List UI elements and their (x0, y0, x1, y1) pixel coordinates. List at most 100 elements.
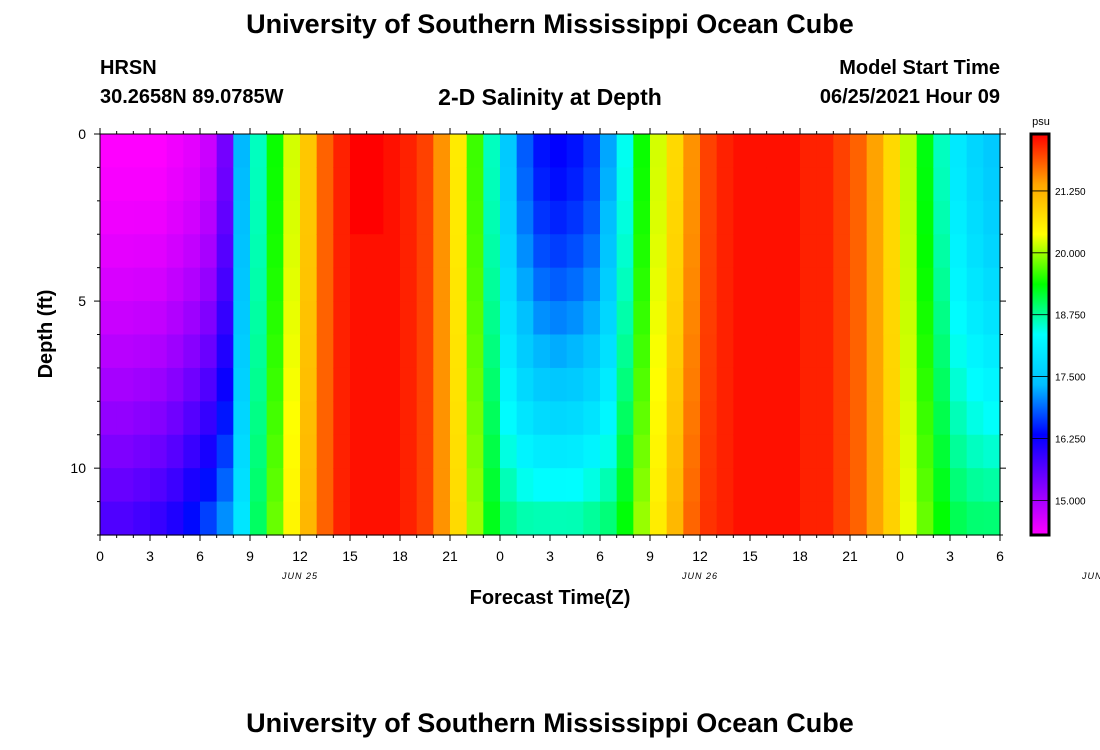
heatmap-cell (816, 167, 834, 202)
heatmap-cell (483, 434, 501, 469)
heatmap-cell (166, 200, 184, 235)
heatmap-cell (250, 134, 268, 169)
heatmap-cell (750, 434, 768, 469)
heatmap-cell (100, 234, 118, 269)
heatmap-cell (783, 367, 801, 402)
heatmap-cell (533, 167, 551, 202)
heatmap-cell (333, 334, 351, 369)
heatmap-cell (900, 200, 918, 235)
heatmap-cell (366, 501, 384, 536)
heatmap-cell (533, 468, 551, 503)
heatmap-cell (816, 301, 834, 336)
heatmap-cell (883, 334, 901, 369)
heatmap-cell (200, 334, 218, 369)
heatmap-cell (283, 301, 301, 336)
heatmap-cell (783, 134, 801, 169)
heatmap-cell (966, 134, 984, 169)
heatmap-cell (850, 367, 868, 402)
heatmap-cell (433, 401, 451, 436)
heatmap-cell (366, 334, 384, 369)
heatmap-cell (166, 234, 184, 269)
heatmap-cell (500, 267, 518, 302)
heatmap-cell (483, 334, 501, 369)
heatmap-cell (966, 434, 984, 469)
heatmap-cell (500, 200, 518, 235)
x-tick-label: 3 (546, 548, 554, 564)
heatmap-cell (466, 167, 484, 202)
heatmap-cell (900, 401, 918, 436)
heatmap-cell (516, 468, 534, 503)
heatmap-cell (200, 434, 218, 469)
heatmap-cell (383, 200, 401, 235)
heatmap-cell (466, 200, 484, 235)
heatmap-cell (966, 401, 984, 436)
heatmap-cell (233, 200, 251, 235)
heatmap-cell (433, 267, 451, 302)
heatmap-cell (416, 401, 434, 436)
heatmap-cell (433, 334, 451, 369)
heatmap-cell (716, 234, 734, 269)
heatmap-cell (850, 334, 868, 369)
heatmap-cell (900, 234, 918, 269)
heatmap-cell (416, 468, 434, 503)
heatmap-cell (116, 401, 134, 436)
heatmap-cell (650, 301, 668, 336)
heatmap-cell (650, 200, 668, 235)
colorbar-tick-label: 15.000 (1055, 496, 1086, 507)
heatmap-cell (466, 468, 484, 503)
heatmap-cell (333, 301, 351, 336)
heatmap-cell (150, 134, 168, 169)
heatmap-cell (733, 267, 751, 302)
heatmap-cell (133, 301, 151, 336)
heatmap-cell (116, 367, 134, 402)
x-tick-label: 15 (342, 548, 358, 564)
heatmap-cell (700, 301, 718, 336)
heatmap-cell (983, 401, 1001, 436)
heatmap-cell (466, 501, 484, 536)
heatmap-cell (983, 267, 1001, 302)
heatmap-cell (333, 367, 351, 402)
heatmap-cell (483, 234, 501, 269)
heatmap-cell (950, 468, 968, 503)
heatmap-cell (833, 301, 851, 336)
heatmap-cell (583, 334, 601, 369)
heatmap-cell (550, 468, 568, 503)
heatmap-cell (933, 167, 951, 202)
heatmap-cell (533, 200, 551, 235)
heatmap-cell (400, 468, 418, 503)
heatmap-cell (866, 167, 884, 202)
heatmap-cell (400, 200, 418, 235)
heatmap-cell (716, 468, 734, 503)
heatmap-cell (466, 134, 484, 169)
heatmap-cell (350, 267, 368, 302)
heatmap-cell (400, 367, 418, 402)
heatmap-cell (516, 334, 534, 369)
heatmap-cell (833, 367, 851, 402)
heatmap-cell (216, 434, 234, 469)
heatmap-cell (733, 234, 751, 269)
heatmap-cell (916, 468, 934, 503)
heatmap-cell (483, 468, 501, 503)
heatmap-cell (750, 367, 768, 402)
heatmap-cell (950, 134, 968, 169)
heatmap-cell (750, 301, 768, 336)
x-tick-label: 0 (96, 548, 104, 564)
heatmap-cell (116, 334, 134, 369)
heatmap-cell (283, 167, 301, 202)
heatmap-cell (333, 234, 351, 269)
x-tick-label: 6 (596, 548, 604, 564)
heatmap-cell (366, 267, 384, 302)
heatmap-cell (650, 468, 668, 503)
heatmap-cell (716, 434, 734, 469)
heatmap-cell (683, 267, 701, 302)
heatmap-cell (933, 134, 951, 169)
heatmap-cell (300, 401, 318, 436)
heatmap-cell (216, 234, 234, 269)
heatmap-cell (533, 401, 551, 436)
heatmap-cell (116, 434, 134, 469)
heatmap-cell (933, 434, 951, 469)
heatmap-cell (583, 200, 601, 235)
heatmap-cell (266, 401, 284, 436)
heatmap-cell (316, 367, 334, 402)
heatmap-cell (300, 134, 318, 169)
